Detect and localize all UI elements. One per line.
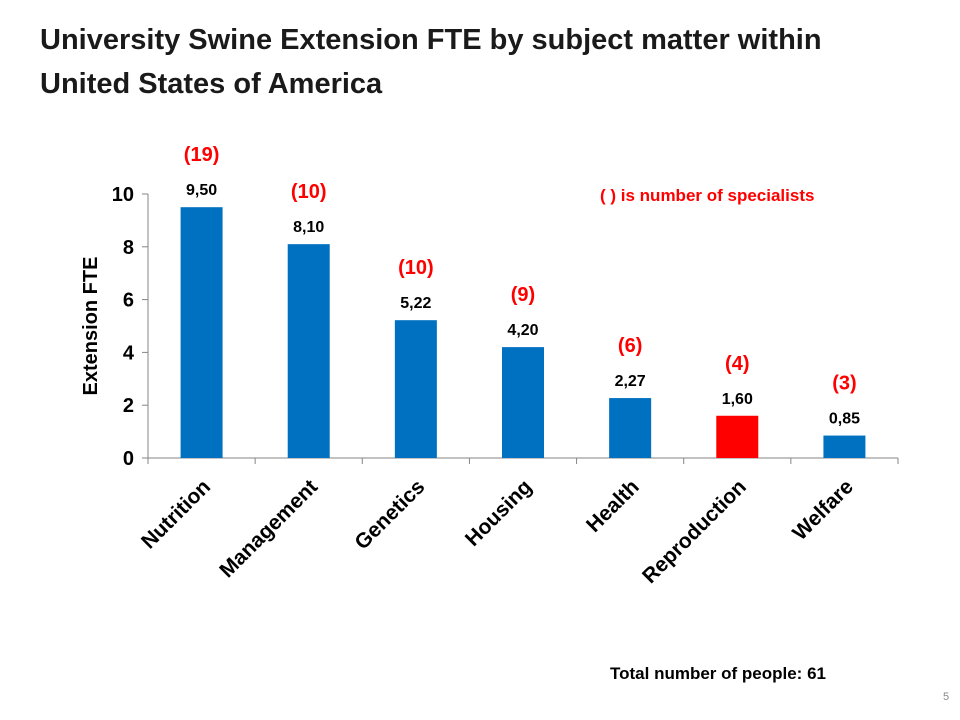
bar-value-label: 1,60 (722, 391, 753, 408)
x-tick-label: Housing (461, 475, 537, 551)
x-tick-label: Welfare (788, 475, 858, 545)
bar-value-label: 4,20 (507, 322, 538, 339)
bar (394, 320, 437, 458)
y-tick-label: 0 (123, 448, 134, 470)
specialist-count-label: (4) (725, 353, 749, 375)
specialist-count-label: (19) (184, 144, 220, 166)
y-tick-label: 6 (123, 290, 134, 312)
bar-value-label: 9,50 (186, 182, 217, 199)
bar (180, 207, 223, 458)
y-tick-label: 4 (123, 342, 135, 364)
bar (716, 415, 759, 458)
x-tick-label: Management (215, 475, 322, 582)
specialist-count-label: (9) (511, 284, 535, 306)
x-tick-label: Nutrition (137, 475, 215, 553)
bar (502, 347, 544, 458)
bar-value-label: 5,22 (400, 295, 431, 312)
chart-title-line2: United States of America (40, 68, 383, 100)
bar-value-label: 8,10 (293, 219, 324, 236)
page-number: 5 (943, 691, 950, 703)
specialist-count-label: (3) (832, 373, 856, 395)
chart-title-line1: University Swine Extension FTE by subjec… (40, 24, 822, 56)
chart-title: University Swine Extension FTE by subjec… (40, 18, 940, 106)
bar (823, 435, 866, 458)
y-axis-label: Extension FTE (80, 257, 102, 396)
y-tick-label: 2 (123, 395, 134, 417)
specialist-count-label: (10) (398, 257, 434, 279)
bar (287, 244, 330, 458)
x-tick-label: Reproduction (638, 475, 751, 588)
specialists-note: ( ) is number of specialists (600, 186, 815, 205)
bar-value-label: 2,27 (615, 373, 646, 390)
bar-value-label: 0,85 (829, 411, 860, 428)
y-tick-label: 10 (112, 184, 134, 206)
total-people: Total number of people: 61 (610, 664, 826, 683)
bar (609, 398, 652, 458)
y-tick-label: 8 (123, 237, 134, 259)
x-tick-label: Health (582, 475, 644, 537)
specialist-count-label: (6) (618, 335, 642, 357)
specialist-count-label: (10) (291, 181, 327, 203)
x-tick-label: Genetics (350, 475, 429, 554)
